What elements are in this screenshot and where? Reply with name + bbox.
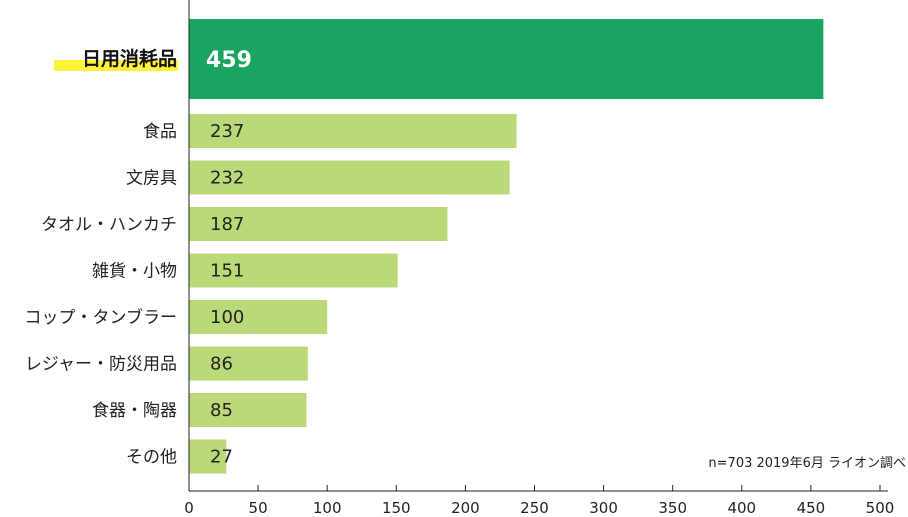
category-label-3: タオル・ハンカチ xyxy=(41,215,177,235)
x-tick-label-6: 300 xyxy=(589,499,618,517)
value-label-3: 187 xyxy=(210,214,244,235)
x-tick-label-10: 500 xyxy=(866,499,895,517)
x-tick-label-1: 50 xyxy=(249,499,268,517)
category-label-5: コップ・タンブラー xyxy=(25,307,178,328)
bar-2 xyxy=(189,160,510,195)
bars-layer xyxy=(189,19,824,474)
axis-layer: 0 50 100 150 200 250 300 350 400 450 500 xyxy=(184,0,894,517)
value-label-2: 232 xyxy=(210,168,244,189)
x-tick-label-7: 350 xyxy=(658,499,687,517)
value-label-5: 100 xyxy=(210,307,244,328)
bar-8 xyxy=(189,439,227,474)
category-label-8: その他 xyxy=(126,448,177,468)
bar-1 xyxy=(189,114,517,148)
category-label-1: 食品 xyxy=(143,122,177,142)
x-tick-label-4: 200 xyxy=(451,499,480,517)
value-label-8: 27 xyxy=(210,447,233,468)
value-label-4: 151 xyxy=(210,261,244,282)
x-tick-label-2: 100 xyxy=(313,499,342,517)
source-note: n=703 2019年6月 ライオン調べ xyxy=(708,456,906,471)
x-tick-label-0: 0 xyxy=(184,499,194,517)
bar-5 xyxy=(189,300,328,334)
bar-4 xyxy=(189,253,398,288)
value-label-6: 86 xyxy=(210,354,233,375)
value-label-1: 237 xyxy=(210,121,244,142)
labels-layer: 日用消耗品 459 食品 237 文房具 232 タオル・ハンカチ 187 雑貨・小物 151 コッ… xyxy=(25,47,252,468)
category-label-0: 日用消耗品 xyxy=(82,47,177,70)
category-label-7: 食器・陶器 xyxy=(92,401,177,421)
bar-6 xyxy=(189,346,308,381)
x-tick-label-3: 150 xyxy=(382,499,411,517)
category-label-2: 文房具 xyxy=(126,169,177,189)
category-label-6: レジャー・防災用品 xyxy=(25,355,177,375)
value-label-0: 459 xyxy=(206,48,252,73)
value-label-7: 85 xyxy=(210,400,233,421)
category-label-4: 雑貨・小物 xyxy=(92,262,177,282)
x-tick-label-5: 250 xyxy=(520,499,549,517)
x-tick-label-8: 400 xyxy=(727,499,756,517)
highlight-label-marker xyxy=(54,60,178,71)
highlight-marker-layer xyxy=(54,60,178,71)
bar-3 xyxy=(189,207,448,241)
bar-0 xyxy=(189,19,824,99)
x-tick-label-9: 450 xyxy=(797,499,826,517)
bar-7 xyxy=(189,393,307,427)
